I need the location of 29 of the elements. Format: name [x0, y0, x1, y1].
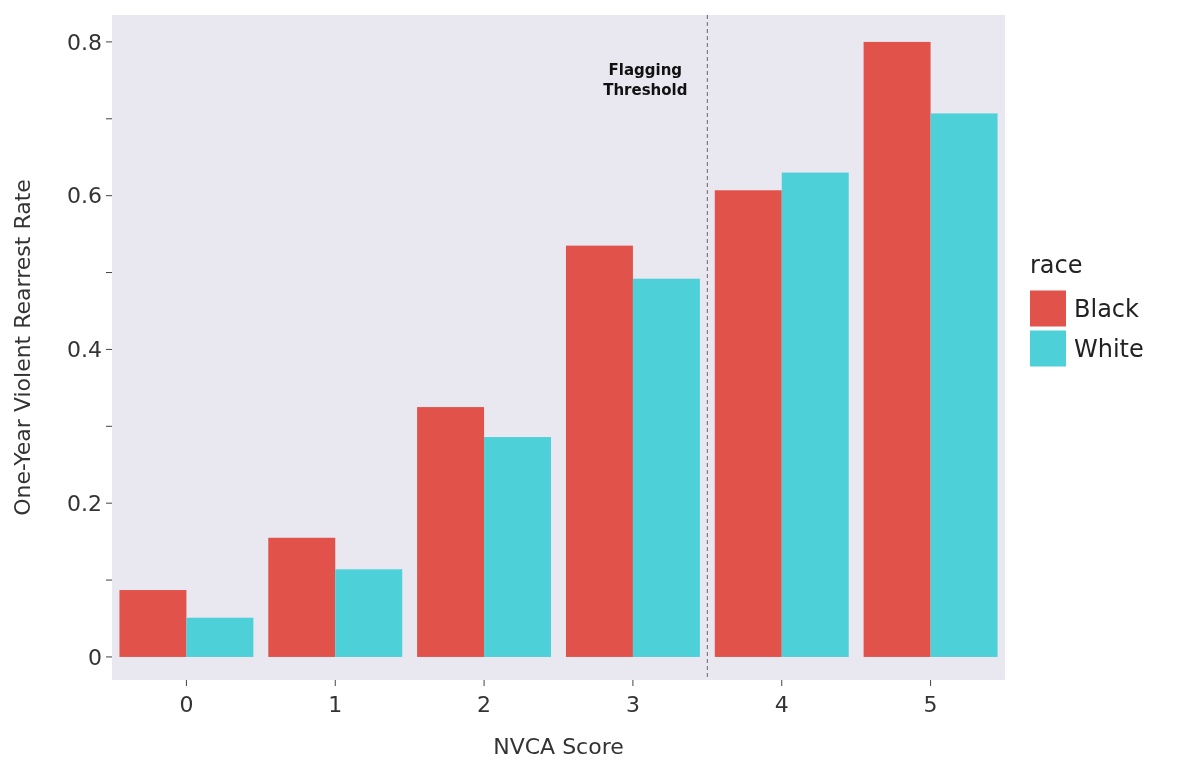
bar: [335, 569, 403, 657]
x-axis-title: NVCA Score: [493, 734, 624, 759]
y-tick-label: 0.6: [67, 183, 102, 209]
bar: [714, 190, 782, 657]
x-tick-label: 5: [923, 692, 938, 717]
bar: [565, 245, 633, 657]
y-tick-label: 0.4: [67, 337, 102, 363]
x-tick-label: 2: [477, 692, 492, 717]
bar: [930, 113, 998, 657]
bar: [484, 437, 552, 657]
x-tick-label: 3: [625, 692, 640, 717]
x-tick-label: 1: [328, 692, 343, 717]
annotation: Flagging Threshold: [603, 61, 688, 99]
legend-label: White: [1074, 334, 1144, 363]
legend-label: Black: [1074, 294, 1140, 323]
bar: [863, 41, 931, 657]
x-tick-label: 4: [774, 692, 789, 717]
bar: [186, 617, 254, 657]
bar: [119, 590, 187, 657]
y-tick-label: 0.8: [67, 29, 102, 55]
legend-title: race: [1030, 250, 1083, 279]
y-axis-title: One-Year Violent Rearrest Rate: [10, 179, 35, 516]
bar: [268, 537, 336, 657]
x-tick-label: 0: [179, 692, 194, 717]
bar: [781, 172, 849, 657]
bar: [632, 278, 700, 657]
y-tick-label: 0.2: [67, 490, 102, 516]
y-tick-label: 0: [88, 644, 102, 670]
bar: [417, 407, 485, 657]
